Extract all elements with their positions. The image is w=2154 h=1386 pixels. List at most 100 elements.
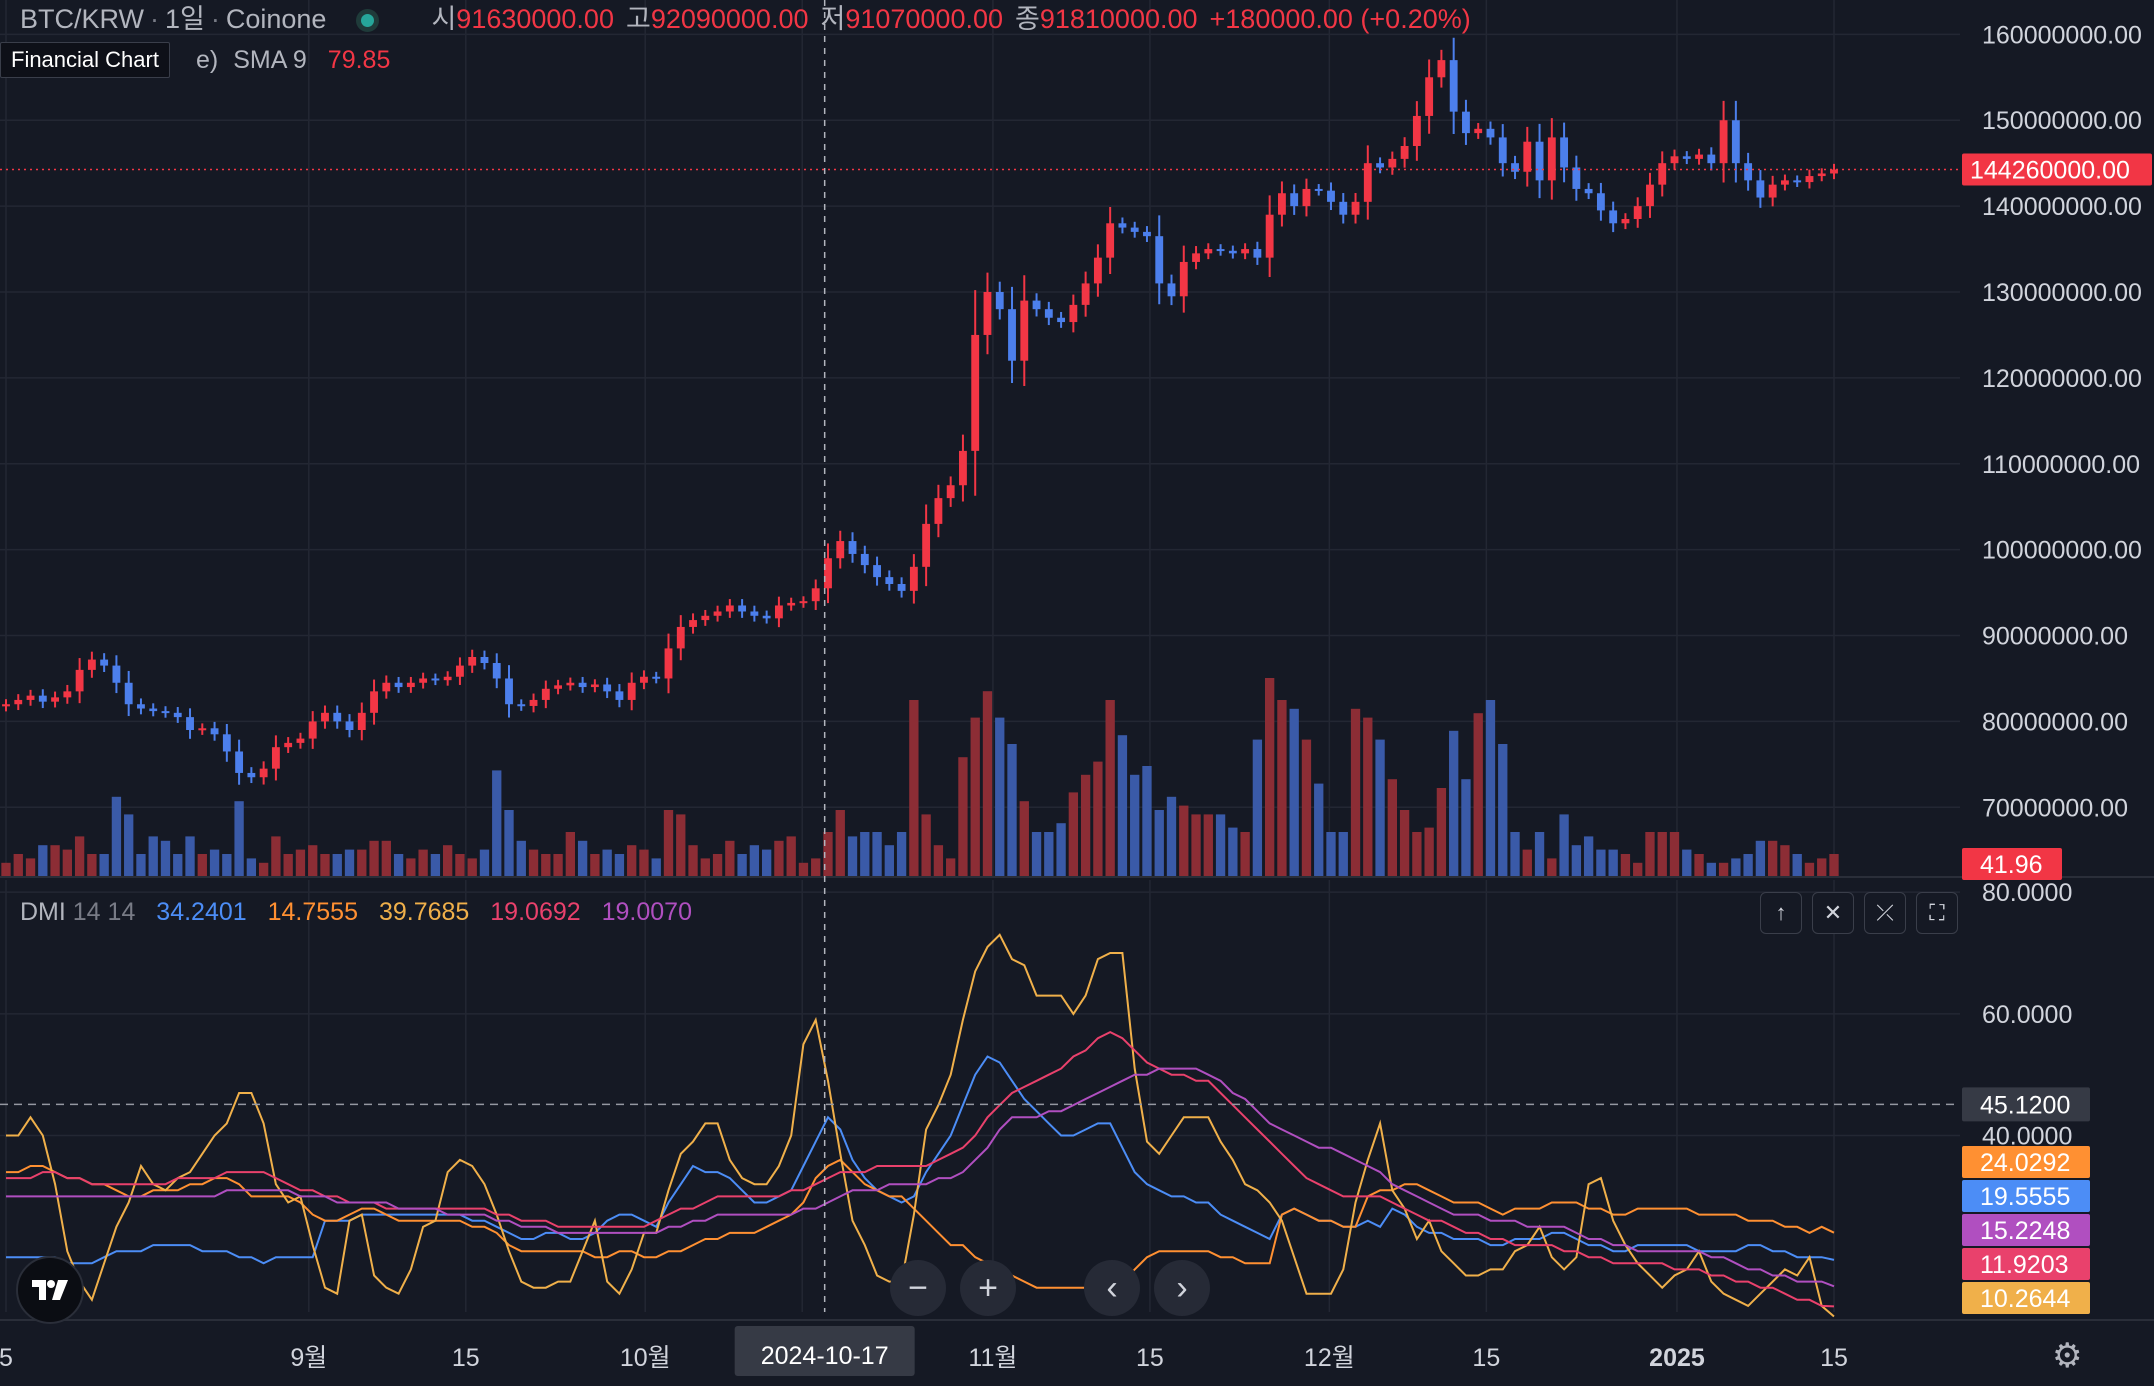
volume-bar: [295, 849, 306, 876]
volume-bar: [124, 814, 134, 876]
candle-body: [615, 691, 624, 700]
candle-body: [296, 738, 305, 743]
volume-bar: [627, 845, 637, 876]
candle-body: [934, 498, 943, 524]
volume-bar: [332, 854, 342, 876]
candle-body: [1265, 214, 1274, 258]
scroll-right-button[interactable]: ›: [1154, 1260, 1210, 1316]
volume-bar: [1817, 858, 1827, 876]
dmi-legend[interactable]: DMI 14 14 34.2401 14.7555 39.7685 19.069…: [20, 898, 692, 927]
candle-body: [1302, 188, 1311, 207]
candle-body: [247, 772, 256, 778]
candle-body: [824, 558, 832, 589]
collapse-pane-button[interactable]: ⤫: [1864, 892, 1906, 934]
time-axis-label: 2025: [1649, 1344, 1705, 1372]
volume-bar: [1252, 739, 1263, 876]
open-label: 시: [431, 4, 457, 34]
settings-gear-icon[interactable]: ⚙: [2052, 1337, 2083, 1375]
move-pane-up-button[interactable]: ↑: [1760, 892, 1802, 934]
volume-bar: [74, 836, 85, 876]
volume-bar: [847, 836, 858, 876]
time-axis-label: 15: [1820, 1344, 1848, 1372]
scroll-left-button[interactable]: ‹: [1084, 1260, 1140, 1316]
close-value: 91810000.00: [1039, 4, 1198, 34]
price-axis-label: 130000000.00: [1982, 279, 2142, 307]
volume-bar: [982, 691, 993, 876]
volume-bar: [1105, 700, 1115, 876]
dmi-series-line-4: [6, 1067, 1835, 1288]
candle-body: [1744, 163, 1753, 181]
volume-bar: [995, 717, 1005, 876]
volume-bar: [761, 849, 772, 876]
candle-body: [1609, 210, 1618, 224]
tradingview-logo[interactable]: [16, 1256, 84, 1324]
volume-bar: [1350, 708, 1361, 876]
ohlc-values: 시91630000.00 고92090000.00 저91070000.00 종918…: [419, 4, 1470, 34]
candle-body: [946, 485, 955, 499]
candle-body: [529, 699, 538, 706]
overlay-lines: [0, 0, 1960, 1312]
volume-bar: [1792, 854, 1802, 876]
zoom-out-button[interactable]: −: [890, 1260, 946, 1316]
delete-pane-button[interactable]: ✕: [1812, 892, 1854, 934]
volume-bar: [1215, 814, 1226, 876]
volume-bar: [1608, 849, 1618, 876]
dmi-series-line-3: [6, 1030, 1835, 1308]
volume-bar: [1375, 739, 1385, 876]
volume-bar: [1314, 783, 1324, 876]
volume-bar: [50, 845, 60, 876]
volume-bar: [933, 845, 944, 876]
candle-body: [333, 712, 342, 722]
maximize-pane-button[interactable]: ⛶: [1916, 892, 1958, 934]
volume-bar: [1571, 845, 1582, 876]
separator: ·: [210, 4, 220, 34]
symbol-name[interactable]: BTC/KRW: [20, 4, 145, 34]
volume-sma-value: 79.85: [327, 46, 391, 74]
candle-body: [652, 676, 661, 679]
volume-bar: [590, 854, 600, 876]
volume-bar: [38, 845, 48, 876]
volume-bar: [1, 862, 11, 876]
volume-bar: [528, 849, 539, 876]
candle-body: [210, 728, 219, 735]
dmi-value-chip: [1962, 1282, 2090, 1314]
volume-legend[interactable]: e) SMA 9 79.85: [4, 46, 390, 75]
last-price-label: 144260000.00: [1970, 157, 2130, 185]
candle-body: [787, 602, 796, 606]
candle-body: [860, 553, 869, 566]
price-axis-label: 70000000.00: [1982, 794, 2128, 822]
candle-body: [640, 676, 648, 683]
candle-body: [406, 682, 415, 688]
volume-bar: [1669, 832, 1680, 876]
volume-bar: [1829, 854, 1839, 876]
volume-bar: [774, 840, 784, 876]
dmi-value-adxr: 19.0070: [601, 898, 692, 926]
volume-bar: [455, 854, 465, 876]
volume-bar: [921, 814, 931, 876]
candle-body: [1474, 128, 1483, 134]
volume-bar: [1289, 708, 1299, 876]
volume-bar: [577, 840, 588, 876]
volume-bar: [1142, 766, 1152, 876]
zoom-in-button[interactable]: +: [960, 1260, 1016, 1316]
candle-body: [14, 699, 23, 705]
volume-bar: [1399, 810, 1410, 876]
volume-bar: [1682, 849, 1692, 876]
candle-body: [799, 601, 808, 604]
pane-controls: ↑ ✕ ⤫ ⛶: [1760, 892, 1958, 934]
interval[interactable]: 1일: [165, 4, 205, 34]
open-value: 91630000.00: [456, 4, 614, 34]
candle-body: [87, 659, 96, 670]
candle-body: [701, 615, 710, 621]
volume-bar: [99, 854, 109, 876]
candle-body: [738, 605, 747, 612]
volume-bar: [1755, 840, 1766, 876]
change-value: +180000.00 (+0.20%): [1209, 4, 1471, 34]
candle-body: [1155, 236, 1164, 284]
candle-body: [1560, 137, 1569, 168]
candle-body: [492, 663, 501, 679]
candle-body: [431, 678, 440, 681]
volume-bar: [553, 854, 563, 876]
dmi-series-line-1: [6, 1158, 1835, 1295]
